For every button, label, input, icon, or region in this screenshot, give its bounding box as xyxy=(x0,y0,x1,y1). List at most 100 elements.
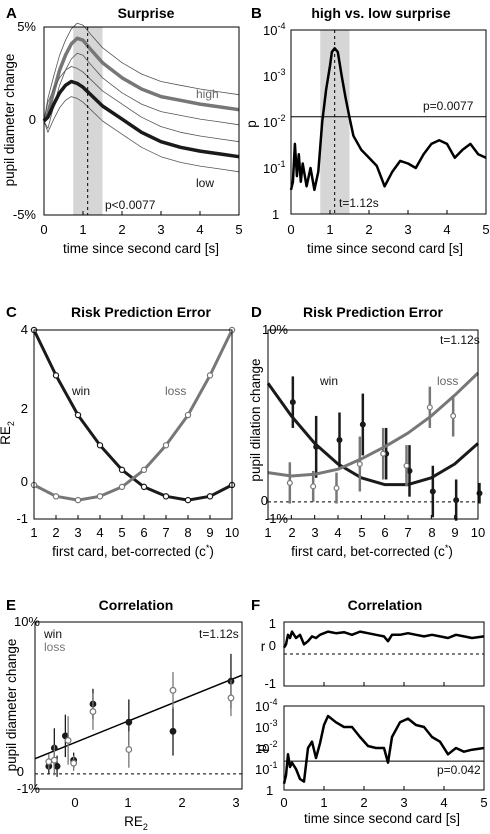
series-low-lower-error xyxy=(43,96,240,173)
regression-line xyxy=(34,674,243,760)
series-loss-point xyxy=(403,462,410,469)
panel-c-xtick: 9 xyxy=(206,525,213,540)
panel-f-xtick: 5 xyxy=(480,795,487,810)
panel-c-xtick: 1 xyxy=(30,525,37,540)
panel-f-plot xyxy=(282,621,485,791)
series-win-point xyxy=(429,488,436,495)
panel-c-loss-label: loss xyxy=(165,384,186,398)
panel-f-bottom-ytick: 10-2 xyxy=(255,739,277,756)
panel-f-title: Correlation xyxy=(348,597,423,613)
series-loss-point xyxy=(118,483,126,491)
panel-d-xtick: 2 xyxy=(288,525,295,540)
panel-a-xtick: 4 xyxy=(196,222,203,237)
series-low-line xyxy=(42,79,240,159)
svg-text:RE2: RE2 xyxy=(0,421,16,445)
panel-b-xtick: 0 xyxy=(287,222,294,237)
panel-b-xtick: 4 xyxy=(443,222,450,237)
panel-d-plot xyxy=(266,329,483,521)
panel-a-plot xyxy=(42,22,240,216)
svg-text:10-4: 10-4 xyxy=(255,697,277,714)
panel-f-top-axes-box xyxy=(283,621,485,687)
series-win-point xyxy=(359,421,366,428)
series-loss-point xyxy=(450,412,457,419)
panel-b-ylabel: p xyxy=(244,120,259,128)
panel-b-ytick: 10-2 xyxy=(263,113,285,130)
panel-e-ytick: 10% xyxy=(14,614,40,629)
panel-c-ylabel: RE2 xyxy=(0,421,16,445)
svg-text:first card, bet-corrected (c*): first card, bet-corrected (c*) xyxy=(291,543,453,559)
panel-b: B high vs. low surprise 10-4 10-3 10-2 1… xyxy=(244,5,490,256)
panel-c-plot xyxy=(30,326,236,520)
svg-text:10-2: 10-2 xyxy=(263,113,285,130)
panel-b-axes-box xyxy=(290,29,487,215)
panel-f-top-ytick: 0 xyxy=(269,638,276,653)
series-win-point xyxy=(118,466,126,474)
panel-d-xtick: 5 xyxy=(358,525,365,540)
panel-a-xtick: 0 xyxy=(40,222,47,237)
panel-f-xtick: 3 xyxy=(400,795,407,810)
series-loss-point xyxy=(52,493,60,500)
series-loss-point xyxy=(310,483,317,490)
panel-d-xtick: 7 xyxy=(404,525,411,540)
panel-c-xtick: 8 xyxy=(184,525,191,540)
panel-e-time-label: t=1.12s xyxy=(199,627,239,641)
series-loss-point xyxy=(50,756,58,764)
panel-d-ytick: 0 xyxy=(261,493,268,508)
panel-e-xtick: 1 xyxy=(124,795,131,810)
panel-c-xtick: 3 xyxy=(74,525,81,540)
series-low-upper-error xyxy=(43,66,240,143)
panel-letter-a: A xyxy=(6,5,17,22)
panel-b-ytick: 10-4 xyxy=(263,21,285,38)
series-win-point xyxy=(453,497,460,504)
series-loss-point xyxy=(70,759,78,767)
panel-e-title: Correlation xyxy=(99,597,174,613)
panel-b-xtick: 1 xyxy=(326,222,333,237)
panel-e-plot xyxy=(34,621,243,790)
series-win-point xyxy=(96,442,104,449)
panel-e-xtick: 3 xyxy=(232,795,239,810)
series-loss-point xyxy=(89,708,97,715)
panel-e-xtick: 2 xyxy=(178,795,185,810)
panel-b-title: high vs. low surprise xyxy=(311,5,450,21)
panel-b-time-label: t=1.12s xyxy=(339,196,379,210)
panel-d-axes-box xyxy=(267,329,479,520)
series-high-line xyxy=(42,36,240,122)
panel-e-ylabel: pupil diameter change xyxy=(4,639,19,772)
panel-c-xtick: 5 xyxy=(118,525,125,540)
panel-f-xtick: 0 xyxy=(280,795,287,810)
panel-d-title: Risk Prediction Error xyxy=(303,304,444,320)
series-win-line xyxy=(32,329,233,502)
svg-text:10-3: 10-3 xyxy=(263,67,285,84)
panel-b-ytick: 10-1 xyxy=(263,159,285,176)
panel-f-xtick: 1 xyxy=(320,795,327,810)
panel-letter-d: D xyxy=(251,304,262,321)
series-win-point xyxy=(406,467,413,474)
series-loss-fit-curve xyxy=(267,371,480,478)
series-win-point xyxy=(74,411,82,419)
series-loss-point xyxy=(333,485,340,492)
panel-d: D Risk Prediction Error 10% 0 -1% 1 2 3 … xyxy=(248,304,485,559)
series-high-lower-error xyxy=(43,52,240,129)
panel-a-xtick: 3 xyxy=(157,222,164,237)
panel-b-threshold-label: p=0.0077 xyxy=(423,99,474,113)
panel-letter-c: C xyxy=(6,304,17,321)
series-win-point xyxy=(53,762,61,770)
panel-e-ytick: 0 xyxy=(17,764,24,779)
panel-d-loss-label: loss xyxy=(437,374,458,388)
panel-d-ytick: -1% xyxy=(265,511,289,526)
panel-d-xtick: 1 xyxy=(264,525,271,540)
panel-a-ytick: 0 xyxy=(29,112,36,127)
panel-f-bottom-ytick: 1 xyxy=(266,783,273,798)
series-loss-point xyxy=(380,450,387,457)
series-loss-line xyxy=(33,329,234,502)
panel-c-ytick: 0 xyxy=(21,474,28,489)
panel-f-bottom-axes-box xyxy=(283,705,485,791)
p-value-line xyxy=(289,47,487,192)
series-win-point xyxy=(52,372,60,379)
panel-f-bottom-ytick: 10-4 xyxy=(255,697,277,714)
panel-d-xtick: 6 xyxy=(381,525,388,540)
panel-a-title: Surprise xyxy=(118,5,175,21)
panel-b-xtick: 2 xyxy=(365,222,372,237)
panel-b-xtick: 5 xyxy=(482,222,489,237)
